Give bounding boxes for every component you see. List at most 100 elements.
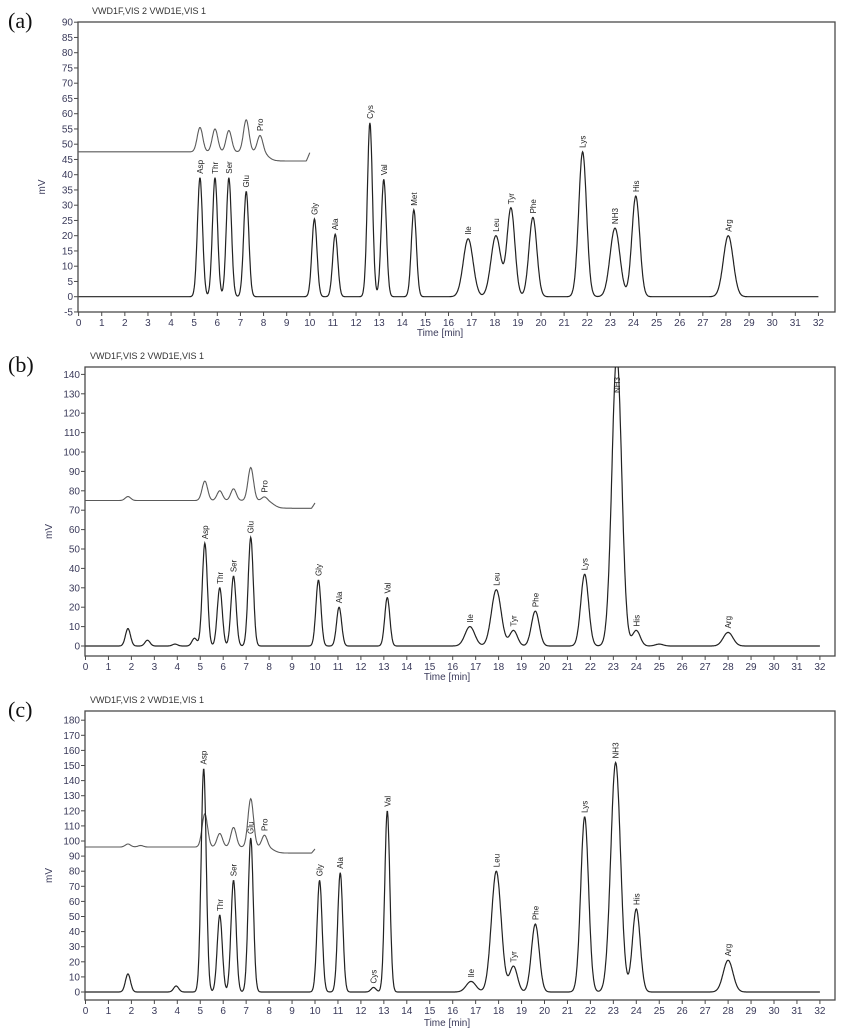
- peak-label: Ala: [336, 857, 345, 869]
- peak-label: Val: [383, 796, 392, 807]
- y-tick-label: 40: [69, 927, 81, 938]
- x-tick-label: 30: [768, 1006, 780, 1017]
- x-tick-label: 27: [697, 318, 709, 329]
- peak-label: Cys: [366, 105, 375, 119]
- y-tick-label: 50: [69, 912, 81, 923]
- peak-label: Thr: [216, 571, 225, 583]
- x-tick-label: 32: [814, 662, 826, 673]
- x-tick-label: 22: [585, 1006, 597, 1017]
- peak-label: Leu: [492, 218, 501, 231]
- x-tick-label: 24: [631, 662, 643, 673]
- peak-label: His: [632, 615, 641, 627]
- y-axis-title: mV: [37, 179, 48, 194]
- panel-letter-c: (c): [8, 697, 33, 722]
- x-tick-label: 9: [289, 662, 295, 673]
- x-tick-label: 14: [401, 1006, 413, 1017]
- y-tick-label: 70: [69, 882, 81, 893]
- trace-vis1: [85, 367, 820, 647]
- peak-label: Pro: [256, 118, 265, 131]
- y-tick-label: 180: [63, 716, 80, 727]
- x-tick-label: 9: [284, 318, 290, 329]
- x-tick-label: 7: [243, 1006, 249, 1017]
- x-tick-label: 22: [582, 318, 594, 329]
- x-tick-label: 2: [129, 1006, 135, 1017]
- x-tick-label: 7: [243, 662, 249, 673]
- peak-label: NH3: [612, 742, 621, 759]
- y-tick-label: 85: [62, 33, 74, 44]
- plot-frame: [84, 710, 836, 1001]
- x-tick-label: 23: [608, 1006, 620, 1017]
- peak-label: Met: [410, 192, 419, 206]
- y-tick-label: 20: [69, 603, 81, 614]
- peak-label: Ala: [331, 218, 340, 230]
- y-tick-label: 40: [69, 564, 81, 575]
- peak-label: Ser: [230, 559, 239, 572]
- peak-label: Ser: [225, 161, 234, 174]
- y-tick-label: 90: [62, 18, 74, 29]
- x-tick-label: 5: [191, 318, 197, 329]
- peak-label: Arg: [724, 616, 733, 628]
- peak-label: His: [632, 893, 641, 905]
- x-tick-label: 0: [83, 1006, 89, 1017]
- x-tick-label: 16: [447, 1006, 459, 1017]
- x-tick-label: 5: [197, 662, 203, 673]
- x-tick-label: 31: [791, 1006, 803, 1017]
- x-tick-label: 17: [466, 318, 478, 329]
- x-tick-label: 1: [106, 662, 112, 673]
- y-axis-title: mV: [44, 868, 55, 883]
- x-tick-label: 1: [99, 318, 105, 329]
- x-tick-label: 19: [516, 662, 528, 673]
- x-tick-label: 18: [493, 662, 505, 673]
- peak-label: Asp: [196, 159, 205, 173]
- peak-label: Glu: [247, 822, 256, 834]
- x-tick-label: 7: [238, 318, 244, 329]
- peak-label: Val: [380, 164, 389, 175]
- x-tick-label: 3: [152, 662, 158, 673]
- x-tick-label: 3: [152, 1006, 158, 1017]
- trace-vis2: [85, 466, 316, 509]
- peak-label: Thr: [216, 899, 225, 911]
- chart-panel-a: VWD1F,VIS 2 VWD1E,VIS 10 1 2 3 4 5 6 7 8 9 10 11 12 1…: [37, 6, 836, 339]
- plot-frame: [84, 366, 836, 657]
- x-tick-label: 22: [585, 662, 597, 673]
- y-tick-label: -5: [64, 307, 73, 318]
- x-tick-label: 13: [378, 1006, 390, 1017]
- y-tick-label: 140: [63, 370, 80, 381]
- x-tick-label: 2: [122, 318, 128, 329]
- x-tick-label: 16: [443, 318, 455, 329]
- x-tick-label: 21: [562, 662, 574, 673]
- x-tick-label: 25: [654, 1006, 666, 1017]
- peak-label: Gly: [310, 203, 319, 215]
- x-tick-label: 23: [605, 318, 617, 329]
- x-tick-label: 26: [677, 662, 689, 673]
- y-tick-label: 120: [63, 409, 80, 420]
- x-tick-label: 11: [333, 1006, 344, 1017]
- peak-label: Tyr: [510, 951, 519, 962]
- detector-title: VWD1F,VIS 2 VWD1E,VIS 1: [90, 695, 204, 705]
- y-tick-label: 20: [62, 231, 74, 242]
- peak-label: Arg: [724, 944, 733, 956]
- x-axis-title: Time [min]: [424, 672, 471, 683]
- y-tick-label: 50: [69, 545, 81, 556]
- x-tick-label: 28: [720, 318, 732, 329]
- x-tick-label: 28: [723, 1006, 735, 1017]
- x-tick-label: 18: [489, 318, 501, 329]
- peak-label: Leu: [492, 572, 501, 585]
- x-tick-label: 12: [350, 318, 362, 329]
- peak-label: Gly: [314, 564, 323, 576]
- detector-title: VWD1F,VIS 2 VWD1E,VIS 1: [90, 351, 204, 361]
- y-tick-label: 30: [69, 942, 81, 953]
- y-tick-label: 60: [69, 897, 81, 908]
- x-tick-label: 25: [651, 318, 663, 329]
- peak-label: Pro: [261, 818, 270, 831]
- x-tick-label: 1: [106, 1006, 112, 1017]
- x-tick-label: 20: [539, 662, 551, 673]
- x-tick-label: 4: [168, 318, 174, 329]
- chart-panel-b: VWD1F,VIS 2 VWD1E,VIS 10 1 2 3 4 5 6 7 8 9 10 11 12 1…: [44, 351, 836, 683]
- peak-label: Thr: [211, 161, 220, 173]
- x-tick-label: 19: [516, 1006, 528, 1017]
- x-tick-label: 19: [512, 318, 524, 329]
- x-tick-label: 8: [261, 318, 267, 329]
- y-tick-label: 140: [63, 776, 80, 787]
- x-tick-label: 6: [215, 318, 221, 329]
